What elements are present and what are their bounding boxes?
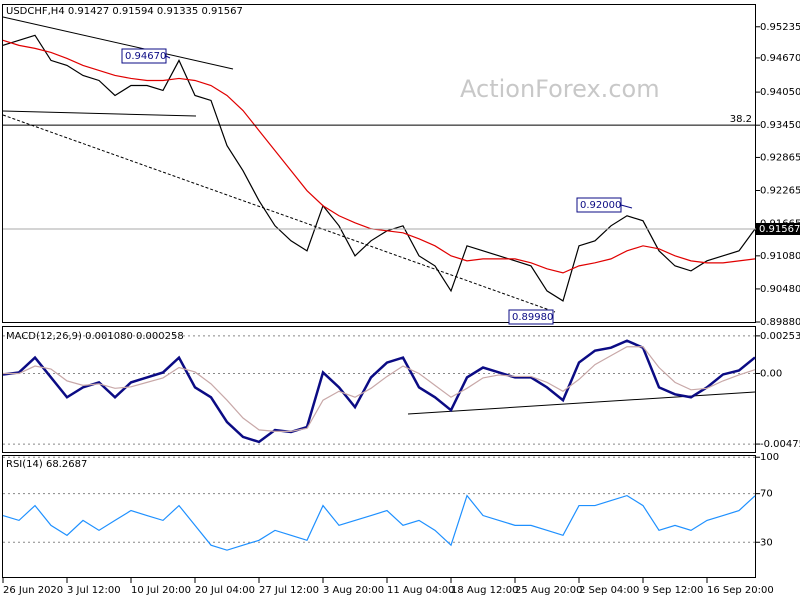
y-tick-label: 0.91080: [760, 251, 800, 262]
price-box: [756, 222, 800, 235]
y-tick-label: 0.93450: [760, 120, 800, 131]
y-tick-label: 30: [760, 537, 773, 548]
x-tick-label: 3 Jul 12:00: [67, 585, 121, 596]
y-tick-label: -0.004756: [760, 439, 800, 450]
price-label: 0.91567: [759, 224, 800, 235]
annotation: 0.92000: [580, 200, 621, 211]
series-line: [2, 34, 756, 302]
y-tick-label: 0.002532: [760, 331, 800, 342]
x-tick-label: 16 Sep 20:00: [707, 585, 774, 596]
x-tick-label: 20 Jul 04:00: [195, 585, 255, 596]
y-tick-label: 0.92265: [760, 186, 800, 197]
y-tick-label: 0.95235: [760, 22, 800, 33]
annotation-leader: [620, 204, 633, 209]
price-title: USDCHF,H4 0.91427 0.91594 0.91335 0.9156…: [6, 6, 243, 17]
y-tick-label: 100: [760, 452, 779, 463]
y-tick-label: 0.90480: [760, 284, 800, 295]
rsi-panel: [2, 455, 756, 578]
y-tick-label: 0.89880: [760, 317, 800, 328]
x-tick-label: 26 Jun 2020: [3, 585, 63, 596]
price-panel: [2, 4, 756, 323]
annotation: 0.89980: [512, 312, 553, 323]
x-tick-label: 27 Jul 12:00: [259, 585, 319, 596]
fib-label: 38.2: [730, 114, 752, 125]
annotation-leader: [165, 55, 171, 59]
series-line: [2, 39, 756, 274]
y-tick-label: 70: [760, 489, 773, 500]
y-tick-label: 0.92865: [760, 152, 800, 163]
x-tick-label: 11 Aug 04:00: [387, 585, 454, 596]
trendline: [2, 110, 197, 117]
x-tick-label: 9 Sep 12:00: [643, 585, 703, 596]
trendline: [407, 391, 756, 415]
trendline: [2, 16, 234, 70]
x-tick-label: 2 Sep 04:00: [579, 585, 639, 596]
series-line: [2, 494, 756, 551]
rsi-title: RSI(14) 68.2687: [6, 459, 87, 470]
x-tick-label: 25 Aug 20:00: [515, 585, 582, 596]
x-tick-label: 10 Jul 20:00: [131, 585, 191, 596]
watermark: ActionForex.com: [460, 75, 660, 103]
macd-panel: [2, 326, 756, 453]
annotation: 0.94670: [125, 51, 166, 62]
x-tick-label: 18 Aug 12:00: [451, 585, 518, 596]
y-tick-label: 0.94670: [760, 53, 800, 64]
series-line: [2, 339, 756, 444]
macd-title: MACD(12,26,9) 0.001080 0.000258: [6, 331, 184, 342]
trendline: [2, 114, 556, 313]
y-tick-label: 0.00: [760, 368, 782, 379]
x-tick-label: 3 Aug 20:00: [323, 585, 384, 596]
y-tick-label: 0.94050: [760, 87, 800, 98]
series-line: [3, 346, 756, 432]
